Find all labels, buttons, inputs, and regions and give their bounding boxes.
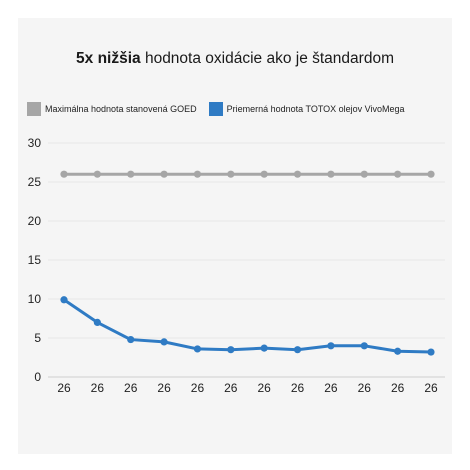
- data-point-0-9: [360, 170, 368, 178]
- data-point-0-8: [327, 170, 335, 178]
- x-tick-label: 26: [191, 381, 205, 395]
- data-point-0-1: [93, 170, 101, 178]
- chart-card: [18, 18, 452, 454]
- series-line-1: [62, 298, 433, 354]
- chart-title-bold: 5x nižšia: [76, 50, 141, 67]
- data-point-0-6: [260, 170, 268, 178]
- legend-label-goed: Maximálna hodnota stanovená GOED: [45, 104, 197, 114]
- y-tick-label: 5: [34, 331, 41, 345]
- legend: Maximálna hodnota stanovená GOED Priemer…: [27, 102, 417, 116]
- x-tick-label: 26: [157, 381, 171, 395]
- y-tick-label: 0: [34, 370, 41, 384]
- data-point-1-11: [427, 348, 435, 356]
- data-point-1-10: [394, 347, 402, 355]
- y-tick-label: 10: [28, 292, 42, 306]
- data-point-1-6: [260, 344, 268, 352]
- data-point-1-2: [127, 335, 135, 344]
- legend-swatch-goed: [27, 102, 41, 116]
- chart-title-rest: hodnota oxidácie ako je štandardom: [140, 50, 394, 67]
- data-point-1-4: [193, 345, 202, 353]
- y-tick-label: 20: [28, 214, 42, 228]
- data-point-1-1: [93, 318, 101, 326]
- x-tick-label: 26: [291, 381, 305, 395]
- y-tick-label: 30: [28, 136, 42, 150]
- data-point-0-10: [394, 170, 402, 178]
- data-point-0-7: [293, 170, 302, 178]
- data-point-0-11: [427, 170, 435, 178]
- data-point-0-2: [127, 170, 135, 178]
- data-point-0-5: [227, 170, 235, 178]
- x-tick-label: 26: [224, 381, 238, 395]
- data-point-1-5: [227, 346, 235, 354]
- x-tick-label: 26: [424, 381, 438, 395]
- data-point-0-3: [160, 170, 168, 178]
- x-tick-label: 26: [258, 381, 272, 395]
- x-tick-label: 26: [358, 381, 372, 395]
- data-point-0-0: [60, 170, 68, 178]
- x-tick-label: 26: [391, 381, 405, 395]
- x-tick-label: 26: [324, 381, 338, 395]
- x-tick-label: 26: [91, 381, 105, 395]
- data-point-1-8: [327, 342, 335, 350]
- data-point-1-9: [360, 342, 368, 350]
- chart-title: 5x nižšia hodnota oxidácie ako je štanda…: [0, 50, 470, 68]
- legend-label-vivomega: Priemerná hodnota TOTOX olejov VivoMega: [226, 104, 405, 114]
- x-tick-label: 26: [57, 381, 71, 395]
- data-point-1-3: [160, 338, 168, 346]
- data-point-0-4: [193, 170, 202, 178]
- y-tick-label: 15: [28, 253, 42, 267]
- data-point-1-0: [60, 296, 68, 304]
- legend-item-goed[interactable]: Maximálna hodnota stanovená GOED: [27, 102, 197, 116]
- y-tick-label: 25: [28, 175, 42, 189]
- x-tick-label: 26: [124, 381, 138, 395]
- data-point-1-7: [293, 346, 302, 354]
- legend-item-vivomega[interactable]: Priemerná hodnota TOTOX olejov VivoMega: [208, 102, 405, 116]
- legend-swatch-vivomega: [208, 102, 223, 116]
